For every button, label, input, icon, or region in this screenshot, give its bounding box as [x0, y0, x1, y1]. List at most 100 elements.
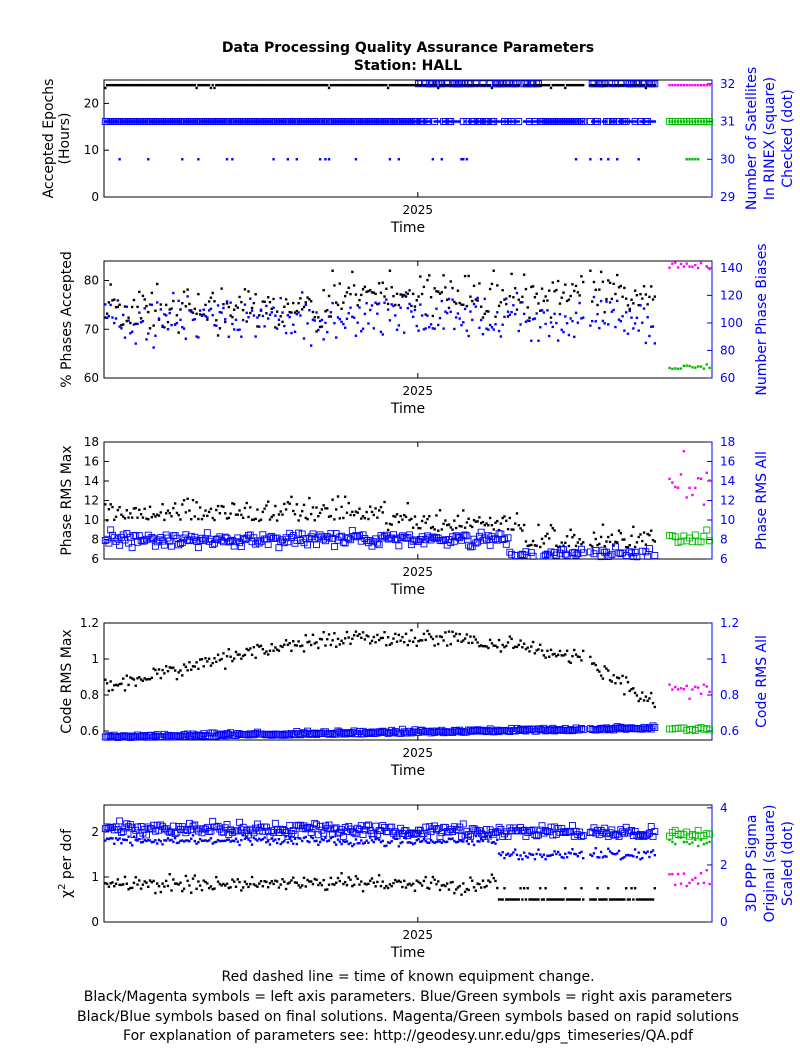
data-dot [227, 886, 231, 890]
data-dot [415, 839, 418, 842]
data-dot [361, 515, 365, 518]
data-dot [569, 528, 572, 531]
data-dot [610, 898, 614, 901]
data-dot [542, 898, 546, 901]
data-dot [143, 307, 146, 310]
data-dot [403, 120, 406, 123]
data-square [474, 726, 482, 734]
data-dot [213, 887, 216, 890]
data-dot [326, 330, 329, 334]
data-dot [304, 634, 307, 637]
data-square [706, 726, 714, 734]
data-dot [637, 851, 640, 854]
data-dot [229, 301, 232, 304]
data-square [212, 732, 220, 740]
data-square [599, 546, 607, 554]
data-dot [537, 848, 540, 851]
data-dot [152, 513, 155, 516]
data-dot [626, 545, 630, 549]
data-square [159, 733, 167, 741]
data-square [253, 537, 261, 545]
data-dot [292, 120, 295, 123]
data-dot [216, 334, 220, 337]
data-dot [397, 845, 401, 848]
data-dot [173, 120, 177, 123]
data-dot [465, 840, 469, 843]
data-dot [141, 120, 145, 123]
data-dot [428, 326, 431, 329]
data-dot [336, 316, 340, 319]
data-dot [642, 83, 646, 87]
data-square [617, 80, 625, 88]
data-dot [462, 83, 465, 87]
data-square [368, 728, 376, 736]
data-dot [136, 83, 139, 87]
data-dot [610, 120, 614, 123]
data-dot [467, 274, 470, 278]
data-dot [599, 270, 603, 274]
data-dot [266, 296, 270, 299]
data-dot [111, 688, 114, 692]
data-dot [318, 637, 322, 641]
data-dot [290, 649, 293, 653]
data-dot [249, 297, 252, 300]
data-square [252, 729, 260, 737]
data-dot [540, 898, 544, 901]
data-dot [114, 83, 118, 87]
data-dot [454, 632, 458, 636]
data-dot [485, 83, 488, 87]
data-dot [297, 519, 300, 522]
data-dot [447, 837, 451, 840]
data-dot [354, 293, 358, 296]
data-dot [333, 632, 336, 635]
data-dot [558, 649, 562, 653]
left-tick-label: 18 [84, 435, 99, 449]
data-dot [252, 836, 256, 840]
data-dot [327, 86, 331, 90]
data-dot [109, 283, 112, 286]
data-dot [503, 856, 506, 860]
data-dot [508, 516, 512, 520]
data-dot [530, 645, 533, 648]
data-dot [376, 83, 379, 87]
data-dot [134, 876, 137, 879]
data-dot [390, 840, 393, 843]
data-dot [181, 503, 184, 506]
data-dot [122, 515, 125, 518]
data-dot [361, 83, 365, 87]
data-dot [481, 520, 485, 524]
data-dot [635, 83, 639, 87]
data-dot [565, 898, 569, 901]
data-square [236, 730, 244, 738]
data-dot [186, 839, 189, 842]
data-dot [109, 680, 112, 683]
data-dot [309, 120, 313, 123]
data-dot [297, 640, 300, 643]
data-dot [612, 674, 615, 677]
data-square [441, 824, 449, 831]
data-dot [420, 120, 424, 123]
data-dot [526, 120, 529, 123]
data-dot [578, 655, 581, 659]
data-dot [442, 639, 445, 642]
data-dot [241, 886, 245, 889]
data-dot [651, 298, 655, 301]
data-dot [164, 879, 168, 883]
data-dot [261, 314, 265, 318]
data-dot [635, 541, 639, 544]
data-dot [143, 880, 146, 883]
data-square [502, 540, 510, 548]
data-dot [440, 158, 444, 161]
data-dot [295, 312, 299, 316]
data-dot [630, 316, 633, 319]
data-square [610, 118, 618, 125]
data-dot [392, 836, 395, 839]
data-square [364, 730, 372, 737]
data-square [511, 552, 519, 559]
data-dot [220, 311, 223, 314]
data-dot [263, 83, 266, 87]
data-dot [129, 676, 132, 679]
data-dot [453, 891, 456, 895]
data-dot [132, 120, 136, 123]
data-dot [395, 120, 399, 123]
